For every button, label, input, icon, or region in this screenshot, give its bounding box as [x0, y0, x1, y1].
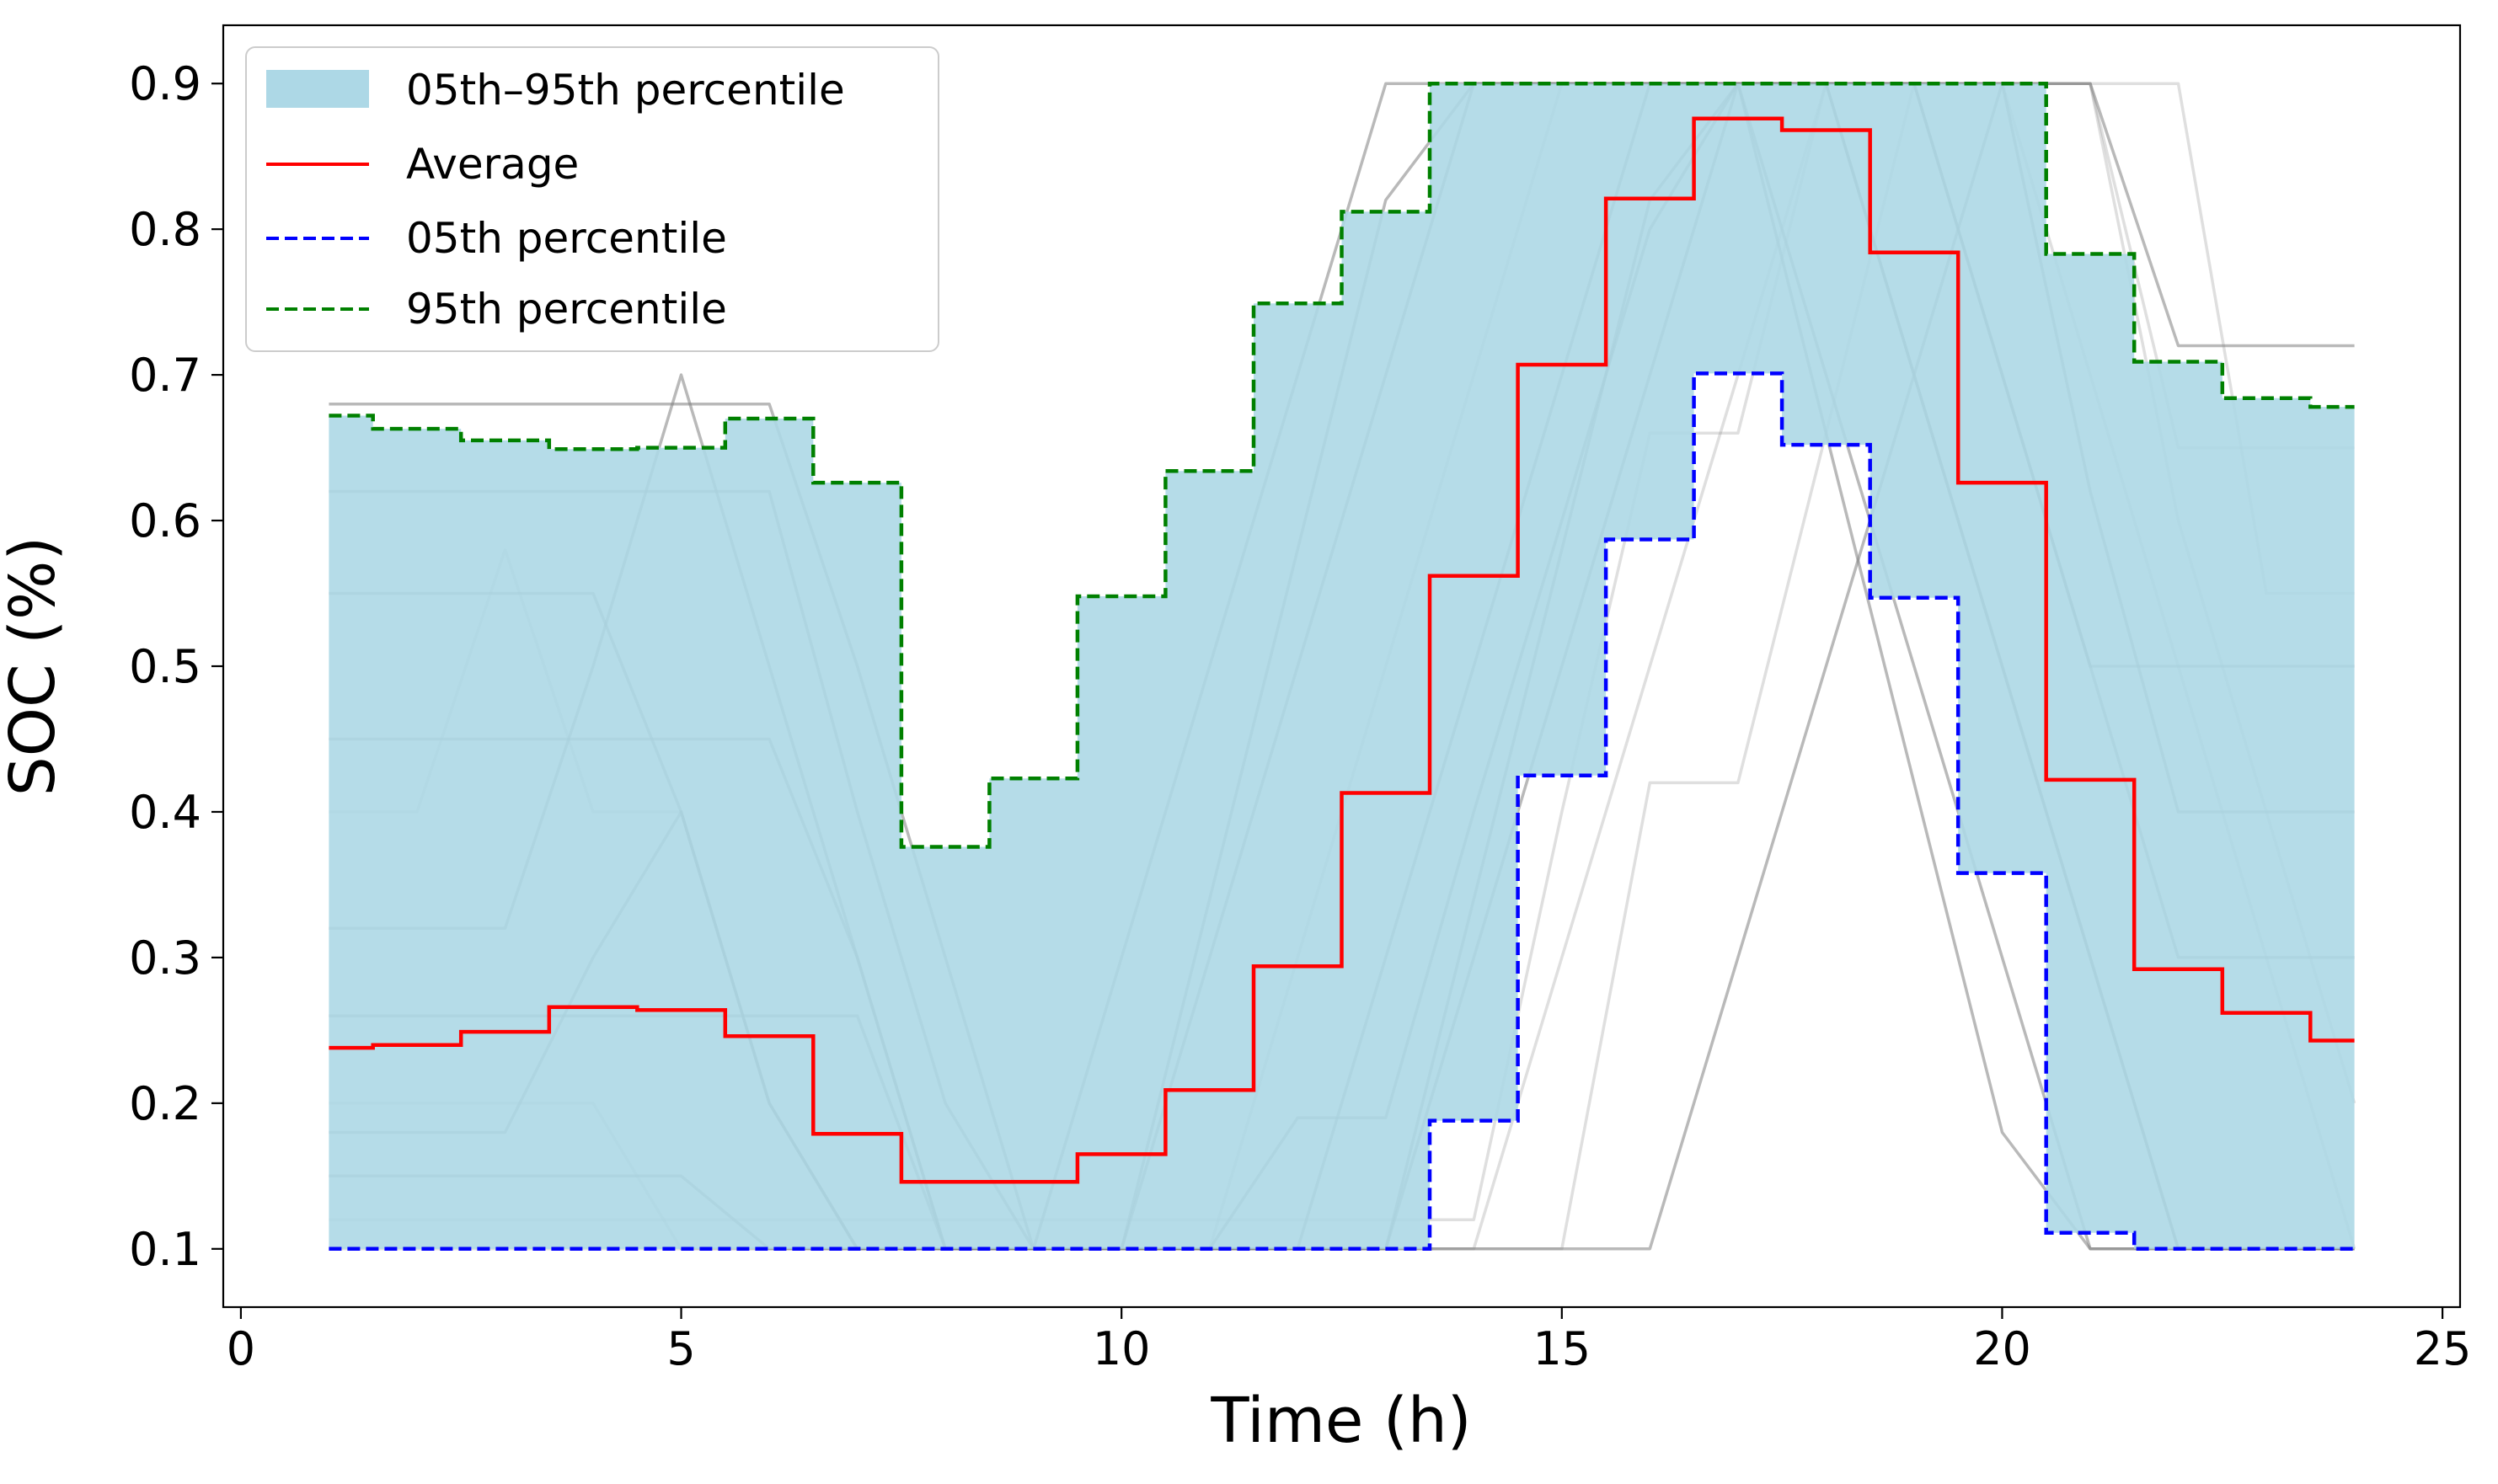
x-tick-label: 25	[2414, 1322, 2472, 1375]
y-tick-label: 0.7	[129, 349, 201, 402]
legend-band-label: 05th–95th percentile	[406, 66, 845, 115]
y-tick-label: 0.3	[129, 932, 201, 985]
percentile-band	[329, 83, 2355, 1249]
y-tick-label: 0.9	[129, 57, 201, 110]
x-tick-label: 0	[227, 1322, 255, 1375]
x-axis-label: Time (h)	[1210, 1385, 1471, 1457]
y-tick-label: 0.2	[129, 1077, 201, 1130]
y-axis-label: SOC (%)	[0, 536, 69, 796]
legend-p95-label: 95th percentile	[406, 285, 727, 334]
y-tick-label: 0.1	[129, 1223, 201, 1276]
y-tick-label: 0.4	[129, 786, 201, 839]
average-line	[329, 116, 2355, 1184]
legend: 05th–95th percentile Average 05th percen…	[245, 46, 939, 352]
y-tick-label: 0.5	[129, 640, 201, 693]
series-layer	[329, 81, 2355, 1252]
axes: 0 5 10 15 20 25 0.1 0.2 0.3 0.4 0.5 0.6 0.7 0.8 0.9	[129, 57, 2471, 1375]
legend-box	[245, 46, 939, 352]
x-tick-label: 5	[666, 1322, 695, 1375]
p95-line	[329, 81, 2355, 849]
y-tick-label: 0.6	[129, 494, 201, 547]
x-tick-label: 10	[1093, 1322, 1151, 1375]
x-tick-label: 15	[1532, 1322, 1591, 1375]
x-tick-label: 20	[1973, 1322, 2031, 1375]
y-tick-label: 0.8	[129, 203, 201, 256]
legend-p05-label: 05th percentile	[406, 214, 727, 263]
legend-band-swatch	[266, 70, 369, 108]
legend-average-label: Average	[406, 140, 579, 189]
percentile-band-layer	[329, 83, 2355, 1249]
p05-line	[329, 371, 2355, 1252]
plot-area	[329, 81, 2356, 1252]
